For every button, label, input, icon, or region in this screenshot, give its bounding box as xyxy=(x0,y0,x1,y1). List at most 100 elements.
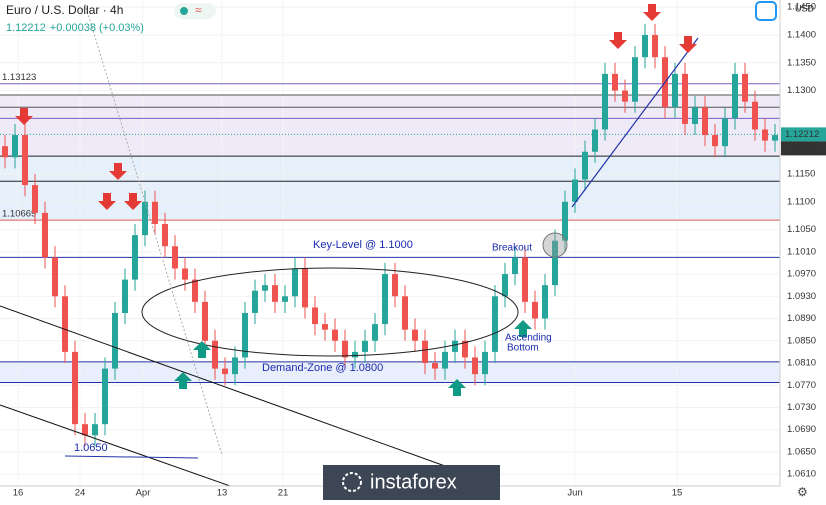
candle-body xyxy=(222,368,228,375)
candle-body xyxy=(192,279,198,302)
trendline xyxy=(571,37,699,208)
candle-body xyxy=(52,257,58,297)
currency: USD xyxy=(795,3,815,13)
candle-body xyxy=(592,129,598,152)
candle-body xyxy=(502,274,508,297)
candle-body xyxy=(122,279,128,313)
candle-body xyxy=(62,296,68,352)
candle-body xyxy=(72,351,78,425)
candle-body xyxy=(352,351,358,358)
bottom-label: Bottom xyxy=(507,343,539,354)
candle-body xyxy=(382,274,388,325)
y-tick-label: 1.0770 xyxy=(787,380,816,391)
candle-body xyxy=(252,290,258,313)
x-tick-label: 21 xyxy=(278,488,289,499)
x-tick-label: 24 xyxy=(75,488,86,499)
candle-body xyxy=(462,340,468,358)
chart-title: Euro / U.S. Dollar · 4h xyxy=(6,3,123,17)
candle-body xyxy=(202,301,208,341)
sell-arrow xyxy=(109,163,127,180)
candle-body xyxy=(172,246,178,269)
candle-body xyxy=(92,424,98,436)
candle-body xyxy=(2,146,8,158)
y-tick-label: 1.0730 xyxy=(787,402,816,413)
x-tick-label: Apr xyxy=(136,488,151,499)
zone xyxy=(0,361,780,383)
candle-body xyxy=(22,135,28,186)
settings-icon[interactable]: ⚙ xyxy=(797,485,808,499)
candle-body xyxy=(572,179,578,202)
candle-body xyxy=(562,201,568,241)
candle-body xyxy=(632,57,638,102)
candle-body xyxy=(412,329,418,341)
candle-body xyxy=(242,312,248,358)
screenshot-icon[interactable] xyxy=(755,1,777,21)
candle-body xyxy=(12,135,18,158)
countdown-label: 29:57 xyxy=(796,143,820,154)
candle-body xyxy=(472,357,478,375)
low-label: 1.0650 xyxy=(74,442,108,454)
candle-body xyxy=(272,285,278,302)
buy-arrow xyxy=(193,341,211,358)
x-tick-label: 13 xyxy=(217,488,228,499)
candle-body xyxy=(312,307,318,325)
wave-icon: ≈ xyxy=(195,3,202,17)
y-tick-label: 1.0650 xyxy=(787,446,816,457)
candle-body xyxy=(432,363,438,369)
candle-body xyxy=(322,324,328,330)
candle-body xyxy=(262,285,268,291)
candle-body xyxy=(342,340,348,358)
x-tick-label: 15 xyxy=(672,488,683,499)
candle-body xyxy=(292,268,298,297)
watermark-box xyxy=(323,465,500,500)
candle-body xyxy=(132,235,138,280)
candle-body xyxy=(212,340,218,369)
y-tick-label: 1.1350 xyxy=(787,57,816,68)
candle-body xyxy=(422,340,428,364)
demand-label: Demand-Zone @ 1.0800 xyxy=(262,362,383,374)
trendline xyxy=(0,404,271,501)
candle-body xyxy=(392,274,398,297)
candle-body xyxy=(612,73,618,91)
candle-body xyxy=(362,340,368,352)
candle-body xyxy=(772,135,778,141)
countdown-tag xyxy=(781,141,826,156)
candle-body xyxy=(712,135,718,147)
x-tick-label: Jun xyxy=(567,488,582,499)
candle-body xyxy=(232,357,238,375)
candle-body xyxy=(452,340,458,352)
y-tick-label: 1.0610 xyxy=(787,469,816,480)
y-tick-label: 1.0810 xyxy=(787,358,816,369)
candle-body xyxy=(182,268,188,280)
breakout-label: Breakout xyxy=(492,243,532,254)
buy-arrow xyxy=(448,379,466,396)
candle-body xyxy=(742,73,748,102)
watermark: instaforex xyxy=(370,471,457,493)
sell-arrow xyxy=(679,36,697,53)
candle-body xyxy=(522,257,528,302)
level-line xyxy=(64,455,199,459)
x-tick-label: 16 xyxy=(13,488,24,499)
candle-body xyxy=(642,34,648,58)
candle-body xyxy=(552,240,558,286)
y-tick-label: 1.1150 xyxy=(787,168,815,179)
candle-body xyxy=(152,201,158,225)
key-level-label: Key-Level @ 1.1000 xyxy=(313,239,413,251)
candle-body xyxy=(82,424,88,436)
candle-body xyxy=(682,73,688,124)
indicator-badge[interactable] xyxy=(174,3,216,19)
header-change: +0.00038 (+0.03%) xyxy=(50,22,144,34)
candle-body xyxy=(512,257,518,275)
trendline xyxy=(0,305,446,467)
y-tick-label: 1.1050 xyxy=(787,224,816,235)
candle-body xyxy=(672,73,678,108)
candle-body xyxy=(162,224,168,247)
candle-body xyxy=(752,101,758,130)
y-tick-label: 1.1450 xyxy=(787,2,816,13)
arrows xyxy=(15,4,697,396)
drawings xyxy=(0,3,699,501)
sell-arrow xyxy=(98,193,116,210)
candle-body xyxy=(102,368,108,425)
